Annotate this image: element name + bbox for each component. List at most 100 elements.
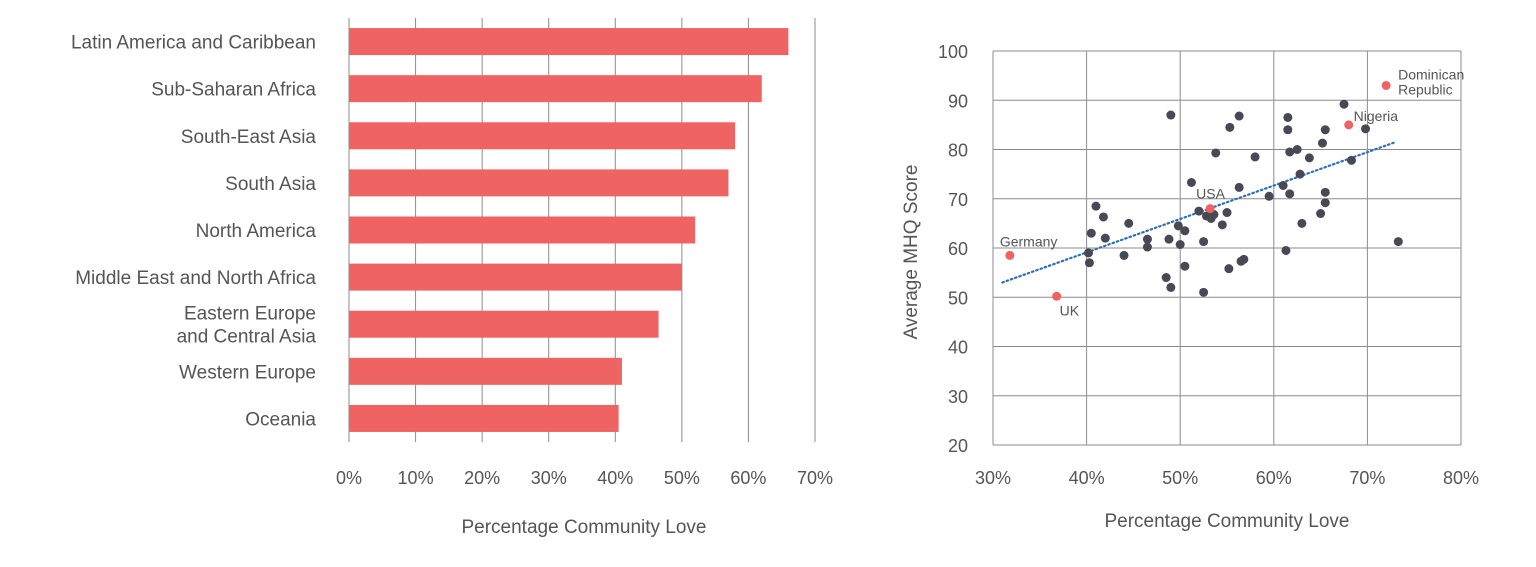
bar bbox=[349, 122, 736, 150]
bar-category-label: Middle East and North Africa bbox=[75, 268, 316, 289]
scatter-point bbox=[1320, 198, 1330, 208]
scatter-y-tick-label: 70 bbox=[948, 190, 968, 210]
bar-category-label: Sub-Saharan Africa bbox=[151, 80, 316, 101]
scatter-x-tick-label: 60% bbox=[1256, 468, 1292, 488]
scatter-point bbox=[1278, 180, 1288, 190]
scatter-point bbox=[1142, 234, 1152, 244]
scatter-point bbox=[1199, 237, 1209, 247]
scatter-point bbox=[1211, 148, 1221, 158]
scatter-x-tick-label: 40% bbox=[1069, 468, 1105, 488]
scatter-x-tick-label: 30% bbox=[975, 468, 1011, 488]
bar-x-axis-label: Percentage Community Love bbox=[461, 517, 706, 538]
scatter-x-axis-label: Percentage Community Love bbox=[1104, 511, 1349, 532]
scatter-point bbox=[1292, 145, 1302, 154]
scatter-point bbox=[1173, 221, 1183, 231]
scatter-point bbox=[1083, 248, 1093, 258]
scatter-point-annotation: UK bbox=[1060, 302, 1080, 318]
scatter-point bbox=[1224, 264, 1234, 274]
bar-chart-regional-community-love: 0% 10% 20% 30% 40% 50% 60% 70% Latin America and… bbox=[71, 18, 833, 538]
scatter-point bbox=[1317, 138, 1327, 148]
scatter-point bbox=[1285, 189, 1295, 199]
scatter-point bbox=[1250, 152, 1260, 162]
scatter-highlight-point bbox=[1205, 204, 1215, 214]
scatter-point bbox=[1225, 122, 1235, 132]
scatter-point bbox=[1285, 147, 1295, 157]
bar-category-label: North America bbox=[196, 221, 317, 242]
bar bbox=[349, 28, 789, 56]
bar-x-tick-label: 10% bbox=[398, 468, 434, 488]
scatter-highlight-point bbox=[1344, 120, 1354, 130]
scatter-point bbox=[1393, 237, 1403, 247]
scatter-highlight-point bbox=[1381, 80, 1391, 90]
bar-category-label: Eastern Europe and Central Asia bbox=[177, 304, 317, 348]
bar bbox=[349, 310, 659, 338]
scatter-y-tick-label: 50 bbox=[948, 288, 968, 308]
bar-x-tick-label: 70% bbox=[797, 468, 833, 488]
scatter-point bbox=[1180, 261, 1190, 271]
scatter-point bbox=[1297, 218, 1307, 228]
scatter-point bbox=[1100, 233, 1110, 243]
scatter-point bbox=[1199, 287, 1209, 297]
bar bbox=[349, 404, 619, 432]
scatter-point bbox=[1186, 177, 1196, 187]
scatter-point bbox=[1086, 228, 1096, 238]
scatter-y-tick-label: 20 bbox=[948, 436, 968, 456]
scatter-point bbox=[1091, 201, 1101, 211]
scatter-point bbox=[1239, 254, 1249, 264]
bar-category-label: Western Europe bbox=[179, 362, 316, 383]
bar-category-label: South Asia bbox=[225, 174, 316, 195]
scatter-point bbox=[1234, 111, 1244, 121]
scatter-point bbox=[1283, 125, 1293, 135]
scatter-point-annotation: Nigeria bbox=[1354, 108, 1399, 124]
scatter-point-annotation: USA bbox=[1196, 186, 1225, 202]
scatter-point bbox=[1217, 220, 1227, 230]
bar-category-label: Latin America and Caribbean bbox=[71, 33, 316, 54]
scatter-point bbox=[1234, 182, 1244, 192]
scatter-x-tick-label: 70% bbox=[1349, 468, 1385, 488]
scatter-point bbox=[1124, 218, 1134, 228]
bar-x-tick-label: 30% bbox=[531, 468, 567, 488]
scatter-point bbox=[1175, 240, 1185, 250]
bar bbox=[349, 216, 696, 244]
scatter-point bbox=[1119, 250, 1129, 260]
bar-x-tick-label: 20% bbox=[464, 468, 500, 488]
bar-x-tick-label: 40% bbox=[597, 468, 633, 488]
scatter-point bbox=[1320, 125, 1330, 135]
scatter-point bbox=[1166, 110, 1176, 120]
scatter-highlight-point bbox=[1052, 291, 1062, 301]
scatter-point bbox=[1339, 99, 1349, 109]
scatter-point bbox=[1361, 124, 1371, 134]
scatter-point bbox=[1346, 155, 1356, 165]
scatter-point bbox=[1320, 187, 1330, 197]
scatter-point bbox=[1304, 153, 1314, 163]
scatter-highlight-point bbox=[1005, 250, 1015, 260]
scatter-y-tick-label: 30 bbox=[948, 387, 968, 407]
bar-category-label: South-East Asia bbox=[181, 127, 317, 148]
bar-x-tick-label: 60% bbox=[730, 468, 766, 488]
scatter-y-axis-label: Average MHQ Score bbox=[901, 165, 922, 340]
bar bbox=[349, 75, 762, 103]
scatter-point bbox=[1164, 234, 1174, 244]
scatter-x-tick-label: 80% bbox=[1443, 468, 1479, 488]
scatter-y-tick-label: 90 bbox=[948, 91, 968, 111]
scatter-point bbox=[1316, 209, 1326, 219]
bar bbox=[349, 169, 729, 197]
bar bbox=[349, 357, 622, 385]
scatter-point bbox=[1161, 273, 1171, 283]
scatter-y-tick-label: 40 bbox=[948, 338, 968, 358]
scatter-point bbox=[1166, 282, 1176, 292]
scatter-point bbox=[1142, 242, 1152, 252]
scatter-point bbox=[1281, 245, 1291, 255]
scatter-point bbox=[1194, 206, 1204, 216]
scatter-point bbox=[1222, 208, 1232, 218]
scatter-y-tick-label: 60 bbox=[948, 239, 968, 259]
scatter-point bbox=[1084, 258, 1094, 268]
scatter-point bbox=[1180, 226, 1190, 236]
scatter-x-tick-label: 50% bbox=[1162, 468, 1198, 488]
scatter-point bbox=[1295, 169, 1305, 179]
bar-x-tick-label: 50% bbox=[664, 468, 700, 488]
scatter-point bbox=[1264, 191, 1274, 201]
bar-x-tick-label: 0% bbox=[336, 468, 362, 488]
